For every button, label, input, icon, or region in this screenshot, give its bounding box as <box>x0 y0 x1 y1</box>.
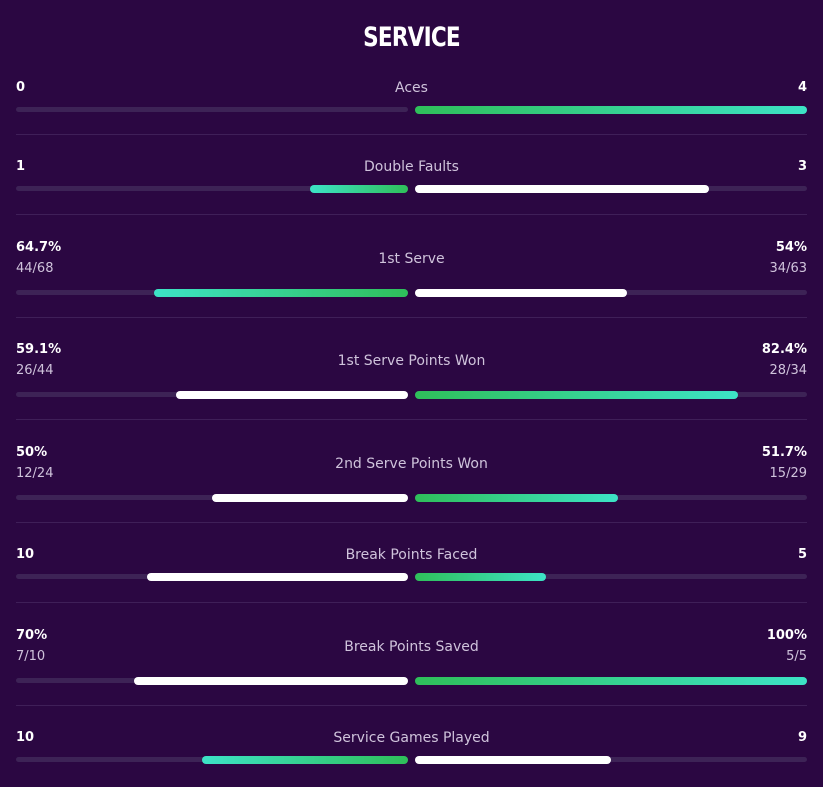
right-bar-fill <box>415 755 611 764</box>
right-value: 5 <box>797 547 807 562</box>
right-bar-fill <box>415 105 807 114</box>
left-bar-fill <box>212 493 408 502</box>
right-subvalue: 5/5 <box>786 649 807 664</box>
right-value: 82.4% <box>761 342 807 357</box>
row-divider <box>16 602 807 603</box>
right-bar-fill <box>415 572 546 581</box>
right-bar-fill <box>415 184 709 193</box>
row-divider <box>16 134 807 135</box>
right-value: 3 <box>797 159 807 174</box>
stat-label: Aces <box>395 80 428 96</box>
left-subvalue: 26/44 <box>16 363 54 378</box>
left-value: 50% <box>16 445 48 460</box>
left-subvalue: 7/10 <box>16 649 46 664</box>
left-bar-fill <box>310 184 408 193</box>
left-bar-track <box>16 288 408 297</box>
left-bar-track <box>16 493 408 502</box>
left-bar-track <box>16 572 408 581</box>
left-value: 70% <box>16 628 48 643</box>
stat-label: 1st Serve <box>378 251 445 267</box>
right-bar-fill <box>415 288 627 297</box>
right-bar-fill <box>415 493 618 502</box>
left-value: 10 <box>16 730 35 745</box>
stat-label: Double Faults <box>364 159 459 175</box>
left-value: 64.7% <box>16 240 62 255</box>
right-bar-track <box>415 105 807 114</box>
row-divider <box>16 419 807 420</box>
section-title: SERVICE <box>363 22 461 53</box>
left-bar-fill <box>201 755 408 764</box>
stat-label: Break Points Faced <box>345 547 478 563</box>
right-bar-track <box>415 676 807 685</box>
right-bar-track <box>415 184 807 193</box>
left-bar-track <box>16 755 408 764</box>
row-divider <box>16 522 807 523</box>
row-divider <box>16 705 807 706</box>
left-bar-track <box>16 390 408 399</box>
right-bar-track <box>415 572 807 581</box>
right-value: 100% <box>766 628 807 643</box>
right-bar-track <box>415 288 807 297</box>
stat-label: Break Points Saved <box>344 639 479 655</box>
stat-label: 2nd Serve Points Won <box>335 456 488 472</box>
left-bar-track <box>16 184 408 193</box>
left-bar-fill <box>146 572 408 581</box>
right-bar-fill <box>415 390 738 399</box>
right-subvalue: 34/63 <box>769 261 807 276</box>
left-bar-fill <box>154 288 408 297</box>
left-value: 1 <box>16 159 26 174</box>
right-bar-fill <box>415 676 807 685</box>
row-divider <box>16 214 807 215</box>
left-bar-track <box>16 107 408 112</box>
stat-label: 1st Serve Points Won <box>337 353 486 369</box>
stat-label: Service Games Played <box>333 730 490 746</box>
right-subvalue: 15/29 <box>769 466 807 481</box>
left-subvalue: 44/68 <box>16 261 54 276</box>
left-bar-track <box>16 676 408 685</box>
right-bar-track <box>415 390 807 399</box>
right-value: 4 <box>797 80 807 95</box>
left-value: 10 <box>16 547 35 562</box>
right-bar-track <box>415 755 807 764</box>
left-bar-fill <box>176 390 408 399</box>
right-subvalue: 28/34 <box>769 363 807 378</box>
left-subvalue: 12/24 <box>16 466 54 481</box>
left-bar-fill <box>133 676 408 685</box>
right-value: 51.7% <box>761 445 807 460</box>
row-divider <box>16 317 807 318</box>
left-value: 59.1% <box>16 342 62 357</box>
right-value: 9 <box>797 730 807 745</box>
left-value: 0 <box>16 80 26 95</box>
right-bar-track <box>415 493 807 502</box>
right-value: 54% <box>775 240 807 255</box>
